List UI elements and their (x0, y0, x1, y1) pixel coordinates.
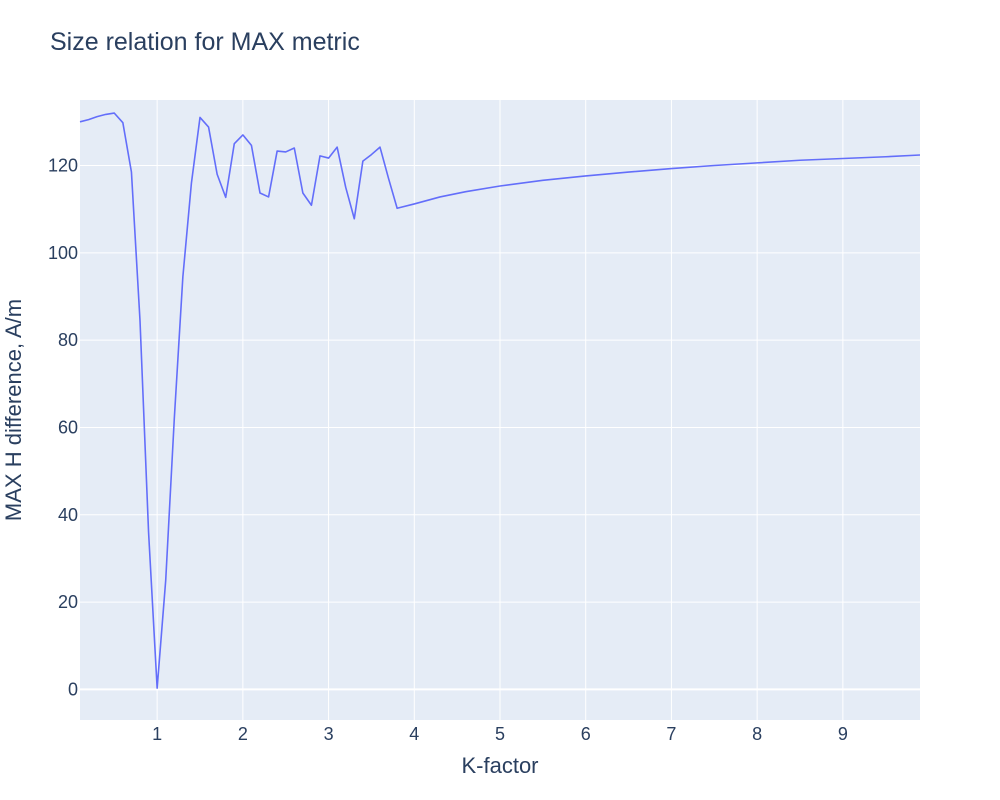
data-point (207, 125, 211, 129)
data-point (370, 153, 374, 157)
x-tick-label: 9 (838, 724, 848, 744)
x-tick-label: 3 (324, 724, 334, 744)
data-point (112, 111, 116, 115)
data-point (198, 116, 202, 120)
y-tick-label: 40 (58, 505, 78, 525)
data-point (755, 161, 759, 165)
data-point (438, 195, 442, 199)
x-axis-title: K-factor (461, 753, 538, 778)
data-point (275, 149, 279, 153)
data-point (412, 202, 416, 206)
data-point (147, 530, 151, 534)
data-point (378, 145, 382, 149)
x-tick-label: 1 (152, 724, 162, 744)
data-point (172, 417, 176, 421)
data-point (327, 156, 331, 160)
data-point (95, 115, 99, 119)
y-tick-label: 0 (68, 679, 78, 699)
gridlines (80, 100, 920, 720)
data-point (215, 172, 219, 176)
data-point (121, 121, 125, 125)
data-point (841, 157, 845, 161)
y-tick-label: 100 (48, 243, 78, 263)
x-tick-label: 6 (581, 724, 591, 744)
y-tick-label: 60 (58, 417, 78, 437)
data-point (387, 177, 391, 181)
data-point (232, 142, 236, 146)
data-point (352, 217, 356, 221)
series-line (79, 112, 921, 689)
data-point (884, 155, 888, 159)
data-point (627, 170, 631, 174)
data-point (498, 184, 502, 188)
tick-labels: 1 2 3 4 5 6 7 8 9 0 20 40 60 80 100 120 (48, 155, 848, 744)
data-point (250, 144, 254, 148)
x-tick-label: 7 (666, 724, 676, 744)
data-point (130, 170, 134, 174)
data-point (104, 113, 108, 117)
data-point (318, 154, 322, 158)
data-point (344, 186, 348, 190)
data-point (284, 150, 288, 154)
data-point (395, 206, 399, 210)
data-point (310, 203, 314, 207)
y-tick-label: 120 (48, 155, 78, 175)
data-point (798, 158, 802, 162)
series-layer (78, 111, 922, 690)
data-point (584, 174, 588, 178)
data-point (541, 179, 545, 183)
data-point (87, 118, 91, 122)
data-point (712, 164, 716, 168)
data-point (138, 319, 142, 323)
data-point (155, 686, 159, 690)
data-point (78, 120, 82, 124)
y-tick-label: 20 (58, 592, 78, 612)
data-point (241, 133, 245, 137)
data-point (918, 153, 922, 157)
x-tick-label: 8 (752, 724, 762, 744)
data-point (181, 275, 185, 279)
data-point (335, 145, 339, 149)
data-point (292, 146, 296, 150)
data-point (267, 195, 271, 199)
data-point (164, 578, 168, 582)
data-point (258, 191, 262, 195)
data-point (224, 196, 228, 200)
data-point (670, 167, 674, 171)
y-axis-title: MAX H difference, A/m (1, 299, 26, 521)
chart-title: Size relation for MAX metric (50, 28, 360, 56)
data-point (301, 191, 305, 195)
y-tick-label: 80 (58, 330, 78, 350)
data-point (361, 159, 365, 163)
data-point (464, 190, 468, 194)
data-point (190, 181, 194, 185)
x-tick-label: 4 (409, 724, 419, 744)
x-tick-label: 2 (238, 724, 248, 744)
x-tick-label: 5 (495, 724, 505, 744)
